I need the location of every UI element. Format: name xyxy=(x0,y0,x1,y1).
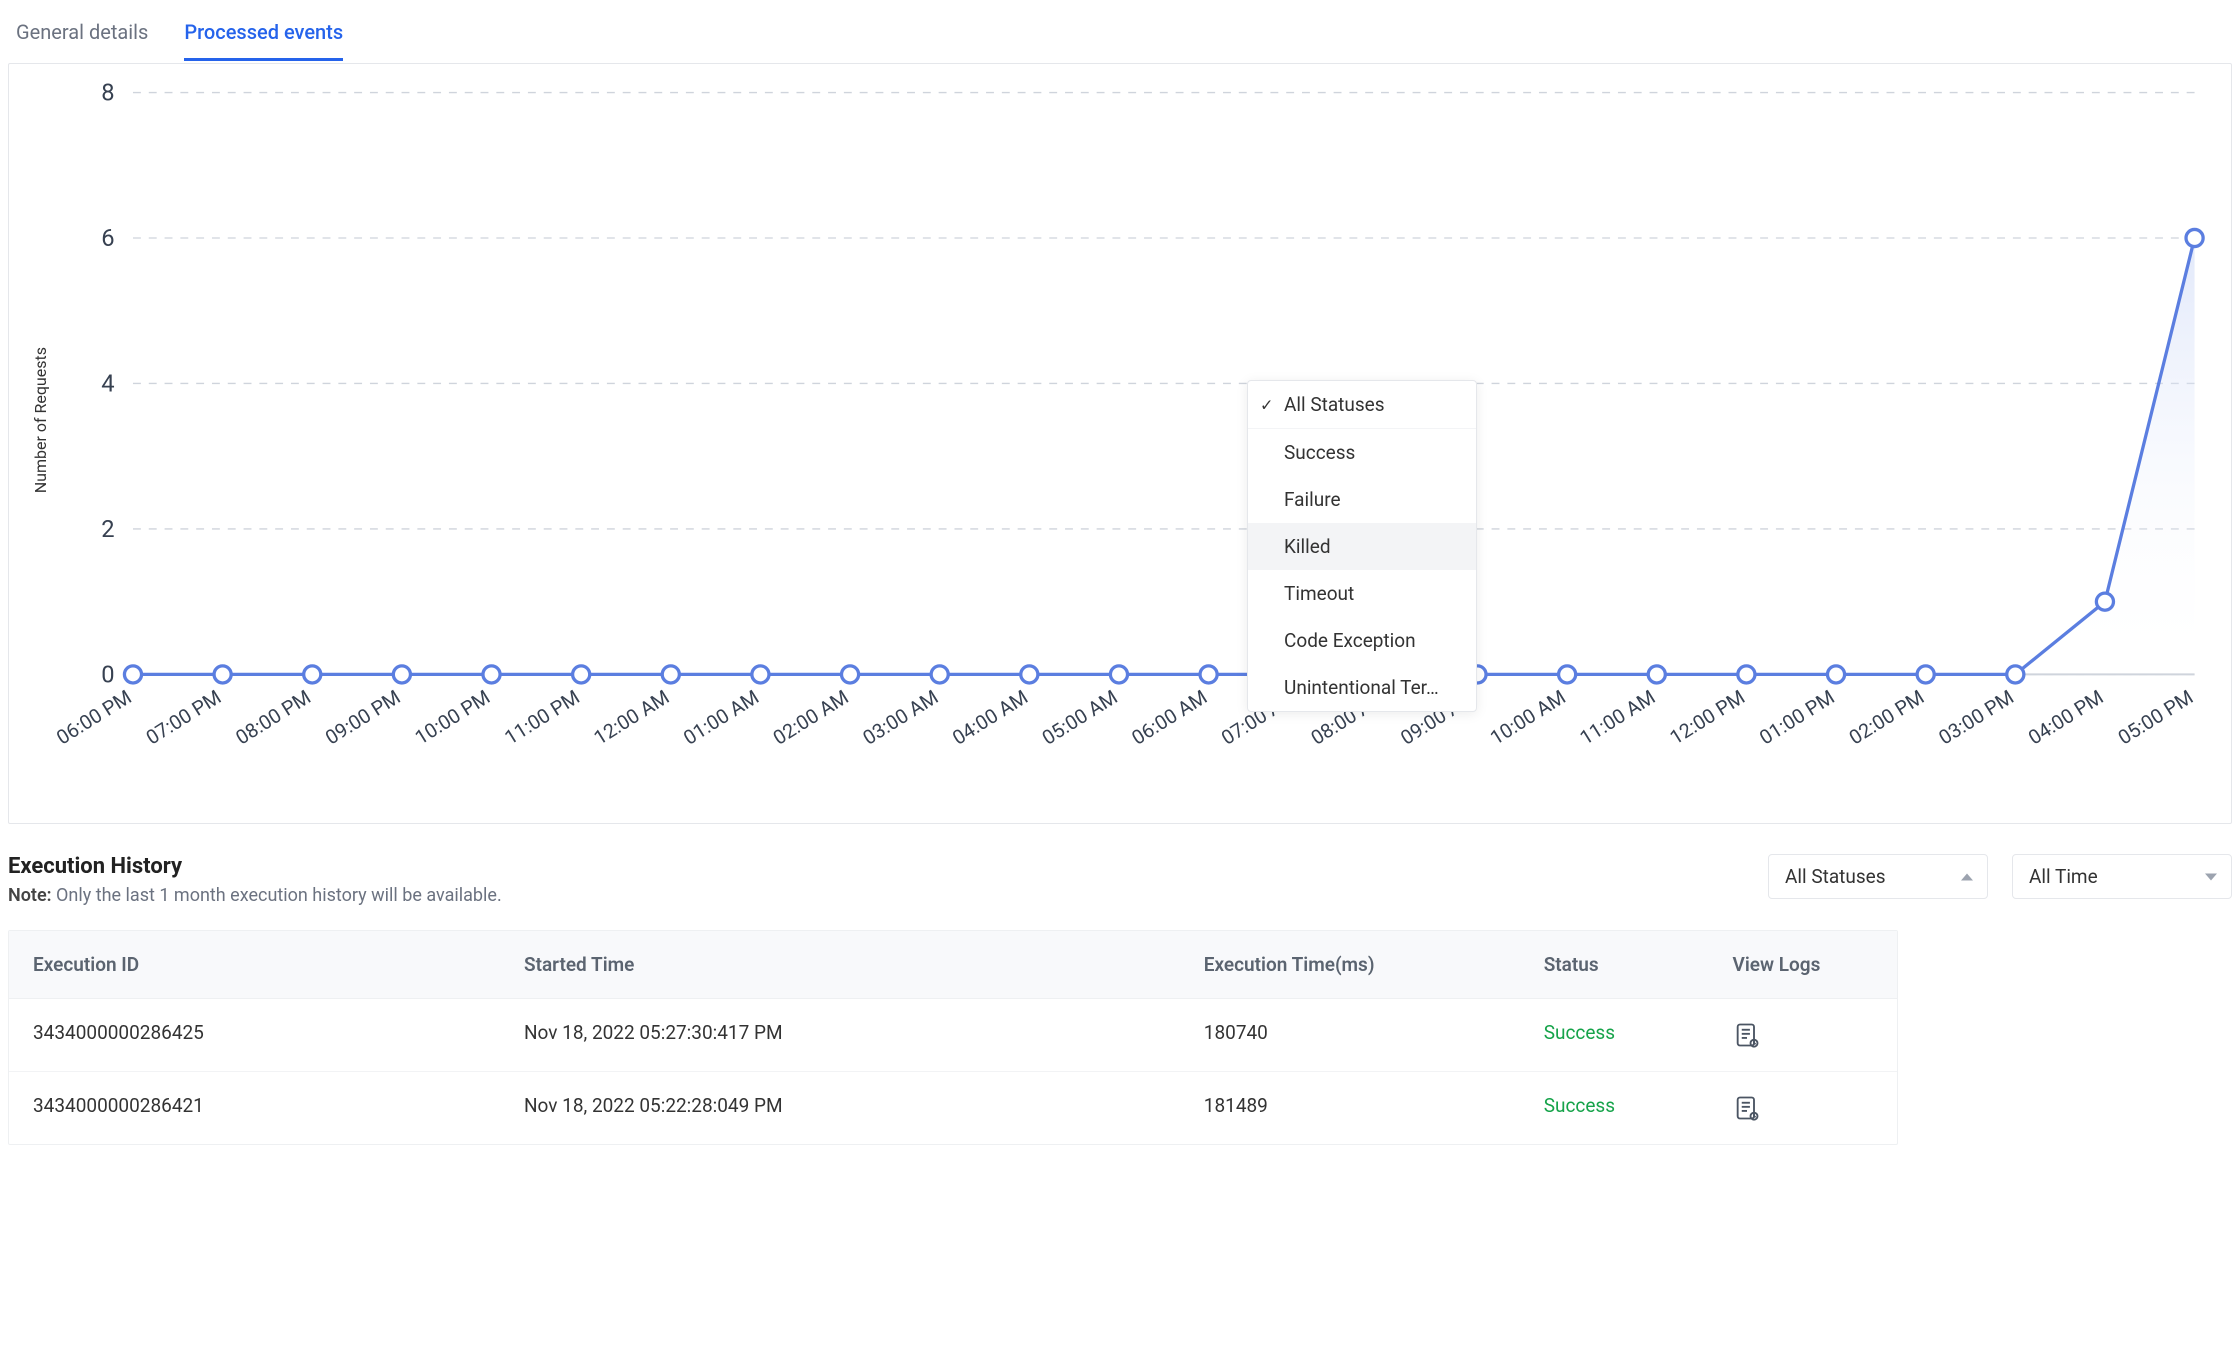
th-started-time: Started Time xyxy=(500,931,1180,998)
svg-text:04:00 PM: 04:00 PM xyxy=(2024,685,2107,749)
cell-execution-id: 3434000000286425 xyxy=(9,999,500,1071)
th-execution-time: Execution Time(ms) xyxy=(1180,931,1520,998)
svg-text:08:00 PM: 08:00 PM xyxy=(232,685,315,749)
svg-text:12:00 AM: 12:00 AM xyxy=(590,685,674,749)
svg-text:12:00 PM: 12:00 PM xyxy=(1666,685,1749,749)
status-option[interactable]: Failure xyxy=(1248,476,1476,523)
cell-status: Success xyxy=(1520,999,1709,1071)
svg-text:09:00 PM: 09:00 PM xyxy=(321,685,404,749)
th-status: Status xyxy=(1520,931,1709,998)
table-row: 3434000000286421Nov 18, 2022 05:22:28:04… xyxy=(9,1072,1897,1144)
cell-started-time: Nov 18, 2022 05:27:30:417 PM xyxy=(500,999,1180,1071)
status-filter-select[interactable]: All Statuses xyxy=(1768,854,1988,899)
view-logs-button[interactable] xyxy=(1709,999,1898,1071)
svg-text:06:00 PM: 06:00 PM xyxy=(54,685,136,749)
table-row: 3434000000286425Nov 18, 2022 05:27:30:41… xyxy=(9,999,1897,1072)
svg-text:03:00 AM: 03:00 AM xyxy=(859,685,943,749)
status-option[interactable]: Unintentional Ter… xyxy=(1248,664,1476,711)
status-option[interactable]: Success xyxy=(1248,429,1476,476)
section-note: Note: Only the last 1 month execution hi… xyxy=(8,885,502,906)
status-filter-label: All Statuses xyxy=(1785,865,1886,888)
svg-text:0: 0 xyxy=(101,660,114,688)
note-text: Only the last 1 month execution history … xyxy=(56,885,502,906)
cell-status: Success xyxy=(1520,1072,1709,1144)
table-header: Execution ID Started Time Execution Time… xyxy=(9,931,1897,999)
status-option[interactable]: All Statuses xyxy=(1248,381,1476,428)
th-view-logs: View Logs xyxy=(1709,931,1898,998)
tabs: General details Processed events xyxy=(8,8,2232,61)
status-option[interactable]: Killed xyxy=(1248,523,1476,570)
view-logs-button[interactable] xyxy=(1709,1072,1898,1144)
tab-processed-events[interactable]: Processed events xyxy=(184,8,343,61)
svg-text:03:00 PM: 03:00 PM xyxy=(1935,685,2018,749)
cell-started-time: Nov 18, 2022 05:22:28:049 PM xyxy=(500,1072,1180,1144)
requests-chart: 0246806:00 PM07:00 PM08:00 PM09:00 PM10:… xyxy=(54,82,2213,819)
svg-text:11:00 AM: 11:00 AM xyxy=(1576,685,1660,749)
cell-execution-time: 181489 xyxy=(1180,1072,1520,1144)
svg-text:02:00 PM: 02:00 PM xyxy=(1845,685,1928,749)
time-filter-label: All Time xyxy=(2029,865,2098,888)
execution-history-header: Execution History Note: Only the last 1 … xyxy=(8,854,2232,906)
cell-execution-time: 180740 xyxy=(1180,999,1520,1071)
svg-text:4: 4 xyxy=(101,369,114,397)
caret-down-icon xyxy=(2205,873,2217,880)
chart-y-axis-label: Number of Requests xyxy=(27,347,54,493)
execution-history-table: Execution ID Started Time Execution Time… xyxy=(8,930,1898,1145)
svg-text:07:00 PM: 07:00 PM xyxy=(142,685,225,749)
svg-text:02:00 AM: 02:00 AM xyxy=(769,685,853,749)
time-filter-select[interactable]: All Time xyxy=(2012,854,2232,899)
th-execution-id: Execution ID xyxy=(9,931,500,998)
status-dropdown-popup: All StatusesSuccessFailureKilledTimeoutC… xyxy=(1247,380,1477,712)
section-title: Execution History xyxy=(8,854,502,879)
svg-text:01:00 AM: 01:00 AM xyxy=(680,685,764,749)
svg-text:8: 8 xyxy=(101,82,114,106)
svg-text:2: 2 xyxy=(101,515,114,543)
svg-text:11:00 PM: 11:00 PM xyxy=(501,685,584,749)
svg-text:6: 6 xyxy=(101,224,114,252)
filters: All Statuses All Time xyxy=(1768,854,2232,899)
chart-panel: Number of Requests 0 2 4 6 8 06:00 PM07:00 PM… xyxy=(8,63,2232,824)
status-option[interactable]: Timeout xyxy=(1248,570,1476,617)
status-option[interactable]: Code Exception xyxy=(1248,617,1476,664)
caret-up-icon xyxy=(1961,873,1973,880)
svg-text:05:00 PM: 05:00 PM xyxy=(2114,685,2197,749)
svg-text:05:00 AM: 05:00 AM xyxy=(1038,685,1122,749)
svg-text:06:00 AM: 06:00 AM xyxy=(1128,685,1212,749)
svg-text:01:00 PM: 01:00 PM xyxy=(1755,685,1838,749)
svg-text:10:00 PM: 10:00 PM xyxy=(411,685,494,749)
svg-text:10:00 AM: 10:00 AM xyxy=(1486,685,1570,749)
cell-execution-id: 3434000000286421 xyxy=(9,1072,500,1144)
svg-text:04:00 AM: 04:00 AM xyxy=(948,685,1032,749)
tab-general-details[interactable]: General details xyxy=(16,8,148,61)
note-label: Note: xyxy=(8,885,52,906)
